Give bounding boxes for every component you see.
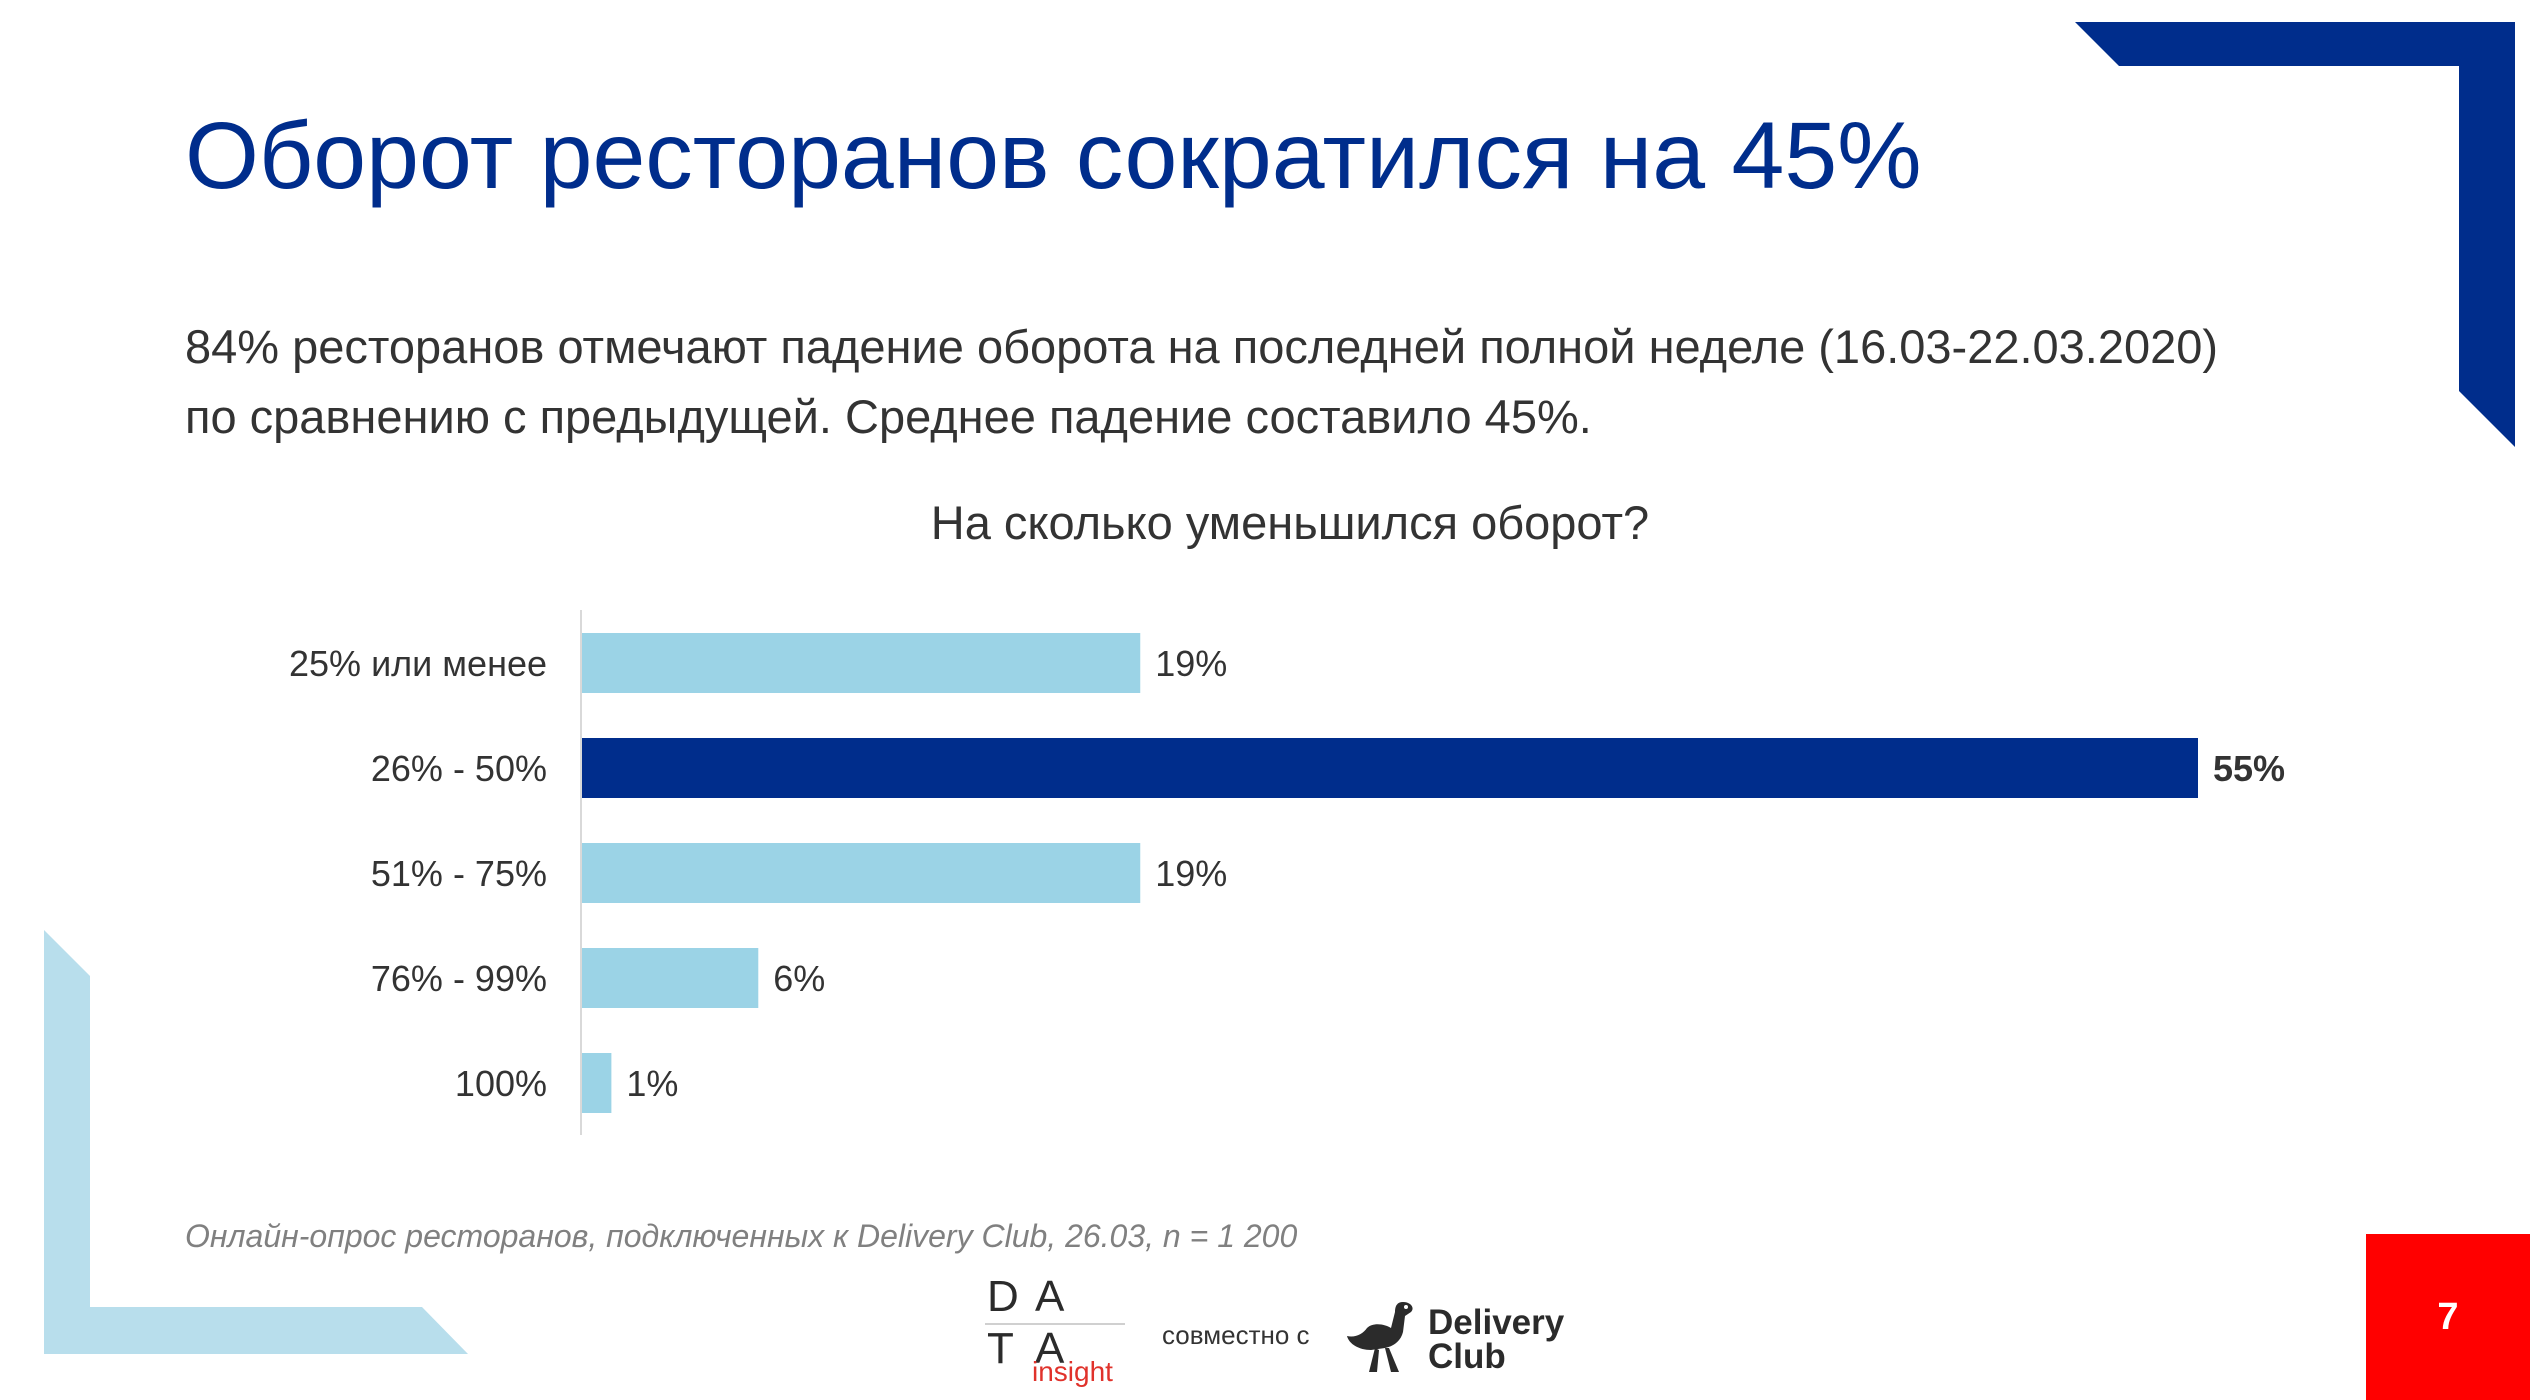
bar — [582, 738, 2198, 798]
subtitle-line-1: 84% ресторанов отмечают падение оборота … — [185, 320, 2219, 373]
corner-decoration-top — [2075, 22, 2515, 447]
category-label: 100% — [455, 1063, 547, 1104]
slide-title: Оборот ресторанов сократился на 45% — [185, 103, 1922, 209]
value-label: 19% — [1155, 643, 1227, 684]
logo-insight-text: insight — [1032, 1356, 1113, 1387]
chart-title: На сколько уменьшился оборот? — [930, 496, 1650, 549]
data-insight-logo: D A T A insight — [985, 1275, 1135, 1391]
value-label: 6% — [773, 958, 825, 999]
corner-decoration-bottom — [44, 930, 468, 1354]
category-label: 51% - 75% — [371, 853, 547, 894]
partnership-text: совместно с — [1162, 1320, 1310, 1350]
category-label: 25% или менее — [289, 643, 547, 684]
category-label: 76% - 99% — [371, 958, 547, 999]
source-note: Онлайн-опрос ресторанов, подключенных к … — [185, 1218, 1298, 1254]
delivery-club-logo-text: Delivery Club — [1428, 1303, 1565, 1376]
value-label: 55% — [2213, 748, 2285, 789]
logo-divider — [985, 1323, 1125, 1325]
value-label: 1% — [626, 1063, 678, 1104]
page-number-badge: 7 — [2366, 1234, 2530, 1400]
partner-line-2: Club — [1428, 1337, 1506, 1376]
subtitle-line-2: по сравнению с предыдущей. Среднее паден… — [185, 390, 1592, 443]
page-number: 7 — [2437, 1295, 2459, 1338]
logo-letter-t: T — [987, 1324, 1020, 1373]
ostrich-icon — [1347, 1302, 1413, 1372]
slide-subtitle: 84% ресторанов отмечают падение оборота … — [185, 312, 2345, 452]
logo-letter-a: A — [1035, 1272, 1071, 1321]
bar — [582, 633, 1141, 693]
bar — [582, 843, 1141, 903]
bar — [582, 948, 759, 1008]
bar — [582, 1053, 612, 1113]
value-label: 19% — [1155, 853, 1227, 894]
category-label: 26% - 50% — [371, 748, 547, 789]
partner-line-1: Delivery — [1428, 1303, 1565, 1342]
logo-letter-a2: A — [1035, 1324, 1071, 1373]
logo-letter-d: D — [987, 1272, 1025, 1321]
